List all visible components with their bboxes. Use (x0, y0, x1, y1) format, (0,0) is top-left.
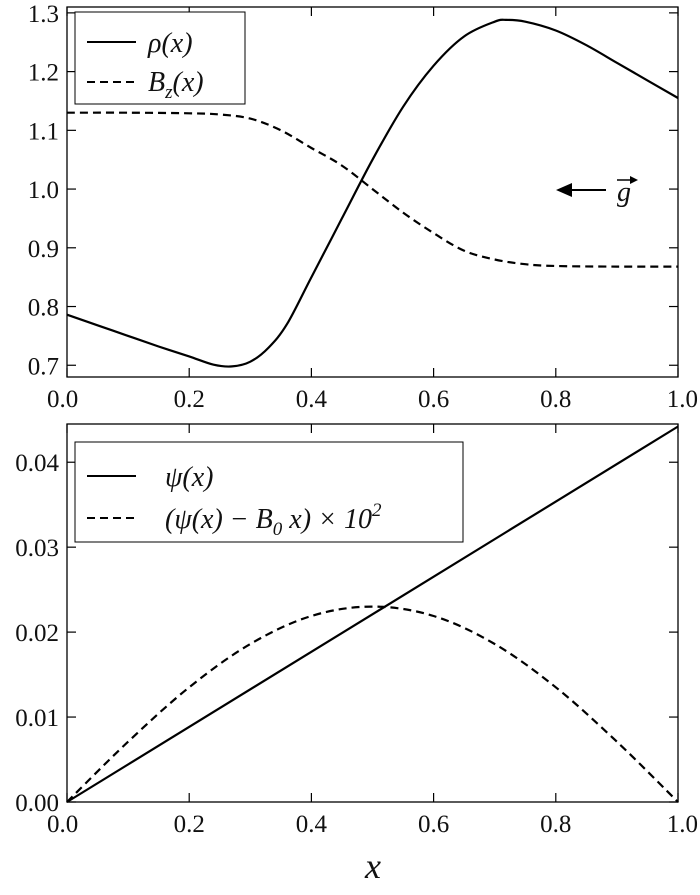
legend-label-psi: ψ(x) (165, 462, 213, 493)
top-legend: ρ(x) Bz(x) (74, 11, 246, 105)
legend-bz-rest: (x) (173, 67, 204, 98)
bottom-x-tick-label: 0.6 (418, 811, 449, 838)
top-series-line-1 (66, 18, 679, 368)
bottom-x-tick-label: 1.0 (667, 811, 698, 838)
top-x-tick-label: 1.0 (667, 386, 698, 413)
gravity-arrow-head (556, 183, 572, 197)
gravity-vector-head (630, 176, 638, 184)
bottom-series-group (66, 425, 679, 803)
bottom-x-tick-label: 0.8 (540, 811, 571, 838)
legend-bz-base: B (148, 67, 165, 98)
top-x-tick-label: 0.0 (47, 386, 78, 413)
bottom-legend-box (74, 441, 464, 543)
legend-diff-sub: 0 (273, 519, 283, 540)
bottom-chart: 0.000.010.020.030.04 0.0 0.2 0.4 0.6 0.8 1.0 … (15, 423, 698, 886)
top-x-tick-label: 0.6 (418, 386, 449, 413)
bottom-y-axis: 0.00 0.01 0.02 0.03 0.04 (15, 450, 678, 817)
top-series-group (66, 18, 679, 368)
gravity-annotation: g (556, 176, 638, 208)
legend-diff-sup: 2 (372, 500, 382, 521)
bottom-y-tick-label: 0.04 (15, 450, 59, 477)
top-y-tick-label: 1.2 (28, 60, 59, 87)
bottom-series-line-1 (66, 425, 679, 803)
top-x-tick-label: 0.2 (174, 386, 205, 413)
gravity-label: g (617, 177, 631, 208)
bottom-series-line-2 (66, 605, 679, 803)
top-plot-frame (66, 6, 679, 378)
bottom-x-tick-label: 0.4 (296, 811, 328, 838)
legend-label-rho: ρ(x) (147, 28, 193, 59)
bottom-legend: ψ(x) (ψ(x) − B0 x) × 102 (74, 441, 464, 543)
bottom-y-tick-label: 0.02 (15, 620, 59, 647)
top-legend-box (74, 11, 246, 105)
top-series-line-2 (66, 111, 679, 268)
top-y-tick-label: 0.7 (28, 353, 59, 380)
bottom-x-tick-label: 0.0 (47, 811, 78, 838)
bottom-x-tick-label: 0.2 (174, 811, 205, 838)
top-y-tick-label: 1.0 (28, 177, 59, 204)
top-y-tick-label: 1.1 (28, 118, 59, 145)
bottom-y-tick-label: 0.03 (15, 535, 59, 562)
bottom-y-tick-label: 0.00 (15, 790, 59, 817)
top-x-axis: 0.0 0.2 0.4 0.6 0.8 1.0 (47, 7, 698, 413)
bottom-x-axis-label: x (364, 846, 381, 886)
top-y-tick-label: 0.9 (28, 236, 59, 263)
legend-label-diff: (ψ(x) − B0 x) × 102 (165, 500, 382, 540)
top-y-tick-label: 1.3 (28, 1, 59, 28)
legend-bz-sub: z (164, 82, 173, 103)
bottom-y-tick-label: 0.01 (15, 705, 59, 732)
legend-diff-main: (ψ(x) − B (165, 504, 273, 535)
bottom-plot-frame (66, 423, 679, 803)
top-y-tick-label: 0.8 (28, 295, 59, 322)
legend-label-bz: Bz(x) (148, 67, 204, 103)
top-y-axis: 0.7 0.8 0.9 1.0 1.1 1.2 1.3 (28, 1, 678, 380)
top-x-tick-label: 0.8 (540, 386, 571, 413)
bottom-x-axis: 0.0 0.2 0.4 0.6 0.8 1.0 (47, 424, 698, 838)
top-x-tick-label: 0.4 (296, 386, 328, 413)
legend-diff-mid: x) × 10 (282, 504, 372, 535)
top-chart: 0.7 0.8 0.9 1.0 1.1 1.2 1.3 0.0 0.2 0.4 0.6 0.8 1.0… (28, 1, 698, 413)
